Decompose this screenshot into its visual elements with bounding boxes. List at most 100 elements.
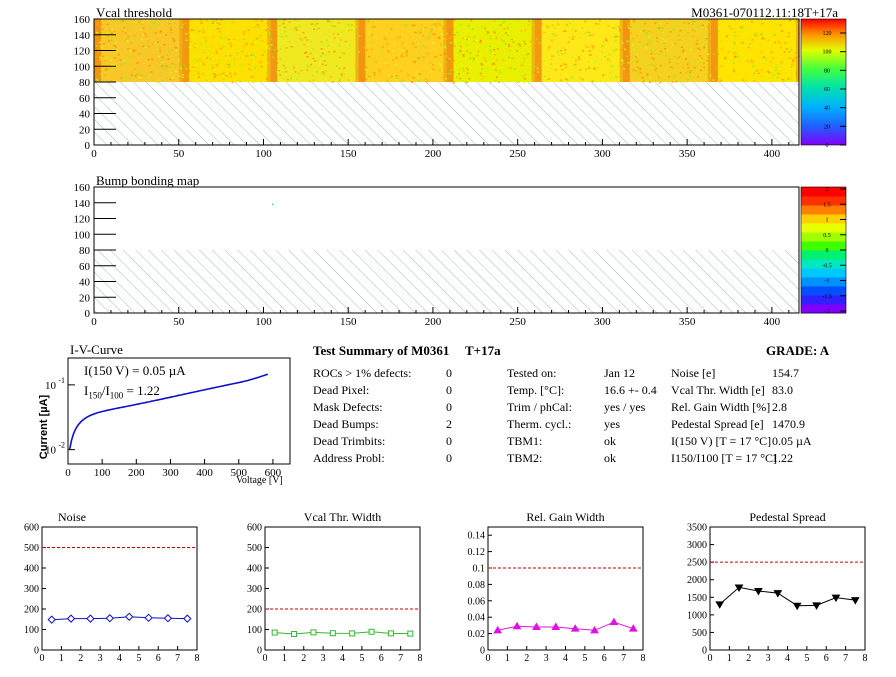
pixel-speck	[351, 29, 353, 31]
palette-step	[801, 241, 846, 251]
pixel-speck	[591, 80, 594, 83]
pixel-speck	[507, 44, 510, 46]
pixel-speck	[192, 55, 195, 57]
pixel-speck	[543, 60, 546, 62]
pixel-speck	[137, 61, 140, 64]
y-tick-label: 0	[85, 308, 91, 320]
pixel-speck	[536, 49, 538, 51]
pixel-speck	[330, 54, 333, 56]
pixel-speck	[798, 28, 801, 30]
pixel-speck	[423, 56, 426, 58]
pixel-speck	[644, 62, 646, 65]
pixel-speck	[174, 22, 177, 24]
pixel-speck	[238, 27, 241, 30]
pixel-speck	[776, 75, 779, 77]
pixel-speck	[428, 34, 431, 37]
pixel-speck	[181, 43, 184, 46]
pixel-speck	[99, 54, 102, 56]
trend-y-tick-label: 400	[24, 564, 39, 575]
pixel-speck	[445, 58, 448, 61]
pixel-speck	[524, 78, 527, 80]
pixel-speck	[504, 43, 507, 45]
pixel-speck	[409, 28, 412, 30]
pixel-speck	[300, 69, 303, 72]
pixel-speck	[733, 41, 736, 44]
pixel-speck	[185, 28, 188, 31]
pixel-speck	[315, 28, 318, 31]
trend-y-tick-label: 200	[247, 605, 262, 616]
pixel-speck	[151, 20, 154, 23]
pixel-speck	[236, 52, 238, 54]
pixel-speck	[192, 66, 195, 68]
pixel-speck	[765, 58, 767, 61]
pixel-speck	[590, 44, 593, 47]
pixel-speck	[639, 31, 642, 33]
pixel-speck	[465, 67, 468, 69]
iv-x-tick-label: 100	[94, 467, 111, 479]
pixel-speck	[468, 77, 471, 80]
trend-y-tick-label: 0.02	[468, 629, 486, 640]
pixel-speck	[456, 76, 458, 78]
pixel-speck	[404, 23, 407, 26]
pixel-speck	[359, 35, 362, 37]
pixel-speck	[653, 65, 656, 67]
y-tick-label: 0	[85, 140, 91, 152]
pixel-speck	[596, 67, 599, 69]
x-tick-label: 100	[255, 316, 272, 328]
pixel-speck	[648, 40, 651, 43]
pixel-speck	[551, 24, 554, 27]
pixel-speck	[222, 45, 225, 48]
pixel-speck	[364, 69, 367, 71]
pixel-speck	[95, 45, 98, 47]
pixel-speck	[732, 69, 735, 71]
pixel-speck	[675, 22, 678, 24]
palette-step	[801, 196, 846, 206]
pixel-speck	[604, 56, 607, 58]
pixel-speck	[522, 61, 524, 64]
pixel-speck	[702, 62, 705, 64]
pixel-speck	[320, 48, 323, 50]
pixel-speck	[684, 58, 687, 60]
pixel-speck	[206, 28, 209, 30]
pixel-speck	[285, 70, 288, 73]
pixel-speck	[154, 29, 157, 31]
pixel-speck	[243, 38, 246, 40]
pixel-speck	[480, 41, 483, 43]
palette-tick-label: -1	[825, 279, 830, 285]
pixel-speck	[703, 39, 706, 41]
summary-label: Vcal Thr. Width [e]	[671, 383, 765, 397]
pixel-speck	[280, 35, 283, 38]
pixel-speck	[479, 39, 482, 42]
pixel-speck	[173, 39, 176, 42]
pixel-speck	[617, 52, 620, 54]
trend-x-tick-label: 5	[804, 653, 809, 664]
pixel-speck	[664, 54, 667, 56]
pixel-speck	[165, 34, 168, 36]
pixel-speck	[422, 28, 425, 31]
trend-y-tick-label: 0	[34, 646, 39, 657]
pixel-speck	[755, 32, 757, 35]
pixel-speck	[632, 44, 634, 46]
pixel-speck	[600, 46, 603, 48]
pixel-speck	[256, 37, 259, 40]
untested-region	[94, 82, 799, 145]
vcal-map-title: Vcal threshold	[96, 5, 173, 20]
pixel-speck	[233, 27, 236, 30]
iv-y-tick-label: 10	[45, 445, 57, 457]
trend-point	[86, 614, 95, 623]
pixel-speck	[564, 52, 567, 55]
pixel-speck	[494, 80, 497, 82]
pixel-speck	[452, 71, 455, 73]
pixel-speck	[438, 37, 441, 39]
pixel-speck	[678, 39, 681, 41]
pixel-speck	[678, 56, 680, 58]
pixel-speck	[121, 31, 124, 33]
pixel-speck	[374, 68, 377, 70]
trend-y-tick-label: 500	[692, 628, 707, 639]
pixel-speck	[612, 27, 615, 29]
pixel-speck	[316, 22, 319, 25]
chip-edge	[443, 19, 447, 82]
pixel-speck	[687, 67, 690, 69]
pixel-speck	[141, 38, 144, 41]
